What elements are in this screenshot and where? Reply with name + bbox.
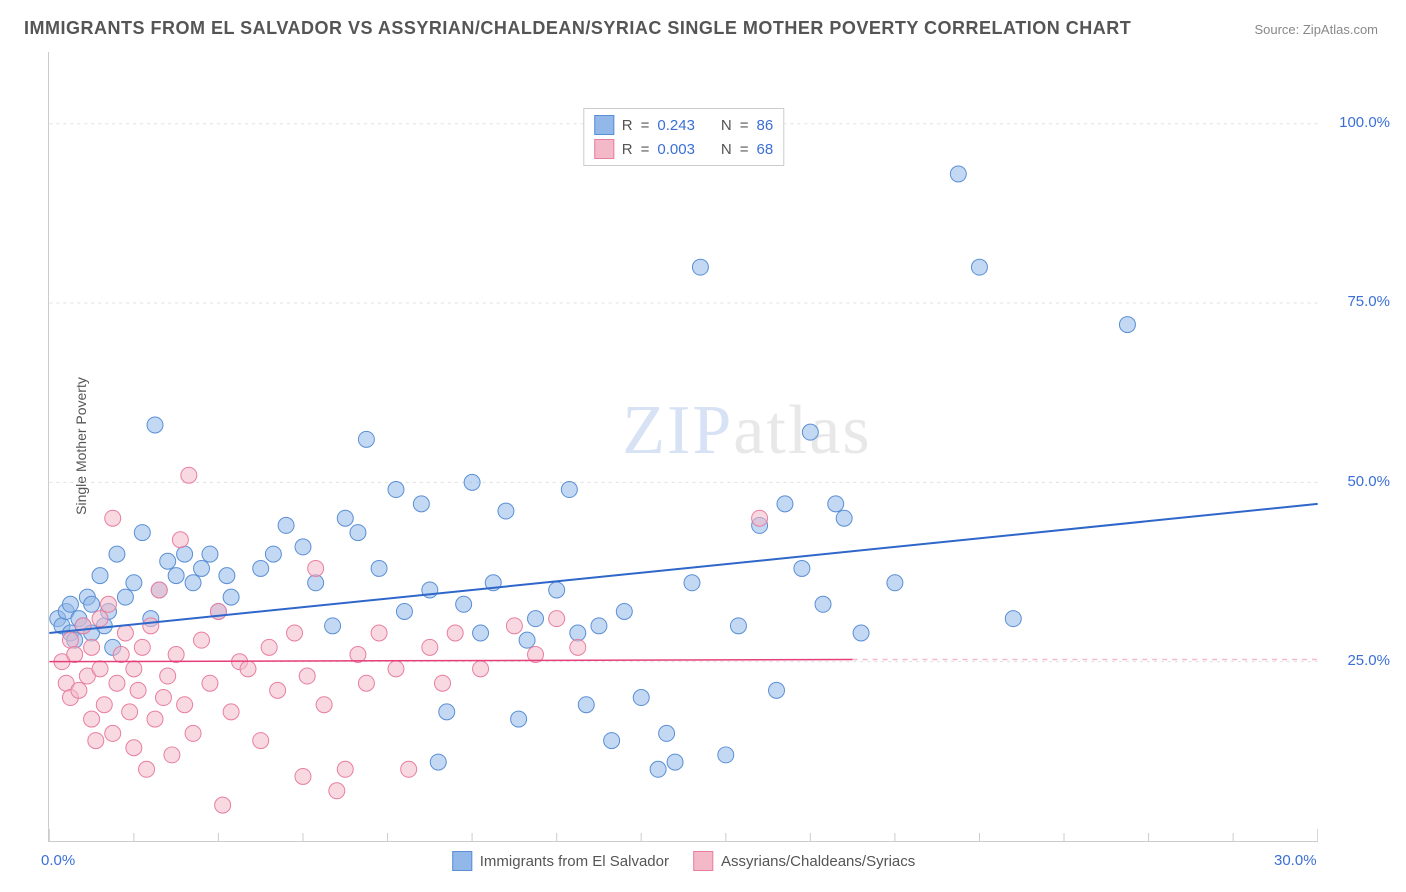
legend-r-label: R: [622, 117, 633, 134]
legend-bottom: Immigrants from El Salvador Assyrians/Ch…: [452, 851, 915, 871]
legend-n-value-1: 68: [757, 141, 774, 158]
legend-swatch-b0: [452, 851, 472, 871]
y-tick-label: 25.0%: [1347, 652, 1390, 669]
legend-top: R = 0.243 N = 86 R = 0.003 N = 68: [583, 108, 784, 166]
legend-r-value-0: 0.243: [657, 117, 695, 134]
legend-r-value-1: 0.003: [657, 141, 695, 158]
legend-top-row-0: R = 0.243 N = 86: [594, 113, 773, 137]
chart-svg: [49, 52, 1318, 841]
legend-swatch-1: [594, 139, 614, 159]
legend-bottom-item-1: Assyrians/Chaldeans/Syriacs: [693, 851, 915, 871]
x-tick-label: 30.0%: [1274, 852, 1317, 869]
legend-n-label: N: [721, 117, 732, 134]
x-tick-label: 0.0%: [41, 852, 75, 869]
y-tick-label: 100.0%: [1339, 114, 1390, 131]
legend-top-row-1: R = 0.003 N = 68: [594, 137, 773, 161]
legend-r-label: R: [622, 141, 633, 158]
y-tick-label: 75.0%: [1347, 293, 1390, 310]
source-label: Source: ZipAtlas.com: [1254, 22, 1378, 37]
legend-eq: =: [740, 141, 749, 158]
legend-bottom-item-0: Immigrants from El Salvador: [452, 851, 669, 871]
legend-swatch-0: [594, 115, 614, 135]
legend-bottom-label-1: Assyrians/Chaldeans/Syriacs: [721, 853, 915, 870]
legend-eq: =: [641, 141, 650, 158]
y-tick-label: 50.0%: [1347, 473, 1390, 490]
legend-eq: =: [740, 117, 749, 134]
legend-n-value-0: 86: [757, 117, 774, 134]
legend-bottom-label-0: Immigrants from El Salvador: [480, 853, 669, 870]
legend-eq: =: [641, 117, 650, 134]
chart-plot-area: ZIPatlas R = 0.243 N = 86 R = 0.003 N = …: [48, 52, 1318, 842]
legend-swatch-b1: [693, 851, 713, 871]
chart-title: IMMIGRANTS FROM EL SALVADOR VS ASSYRIAN/…: [24, 18, 1131, 39]
legend-n-label: N: [721, 141, 732, 158]
